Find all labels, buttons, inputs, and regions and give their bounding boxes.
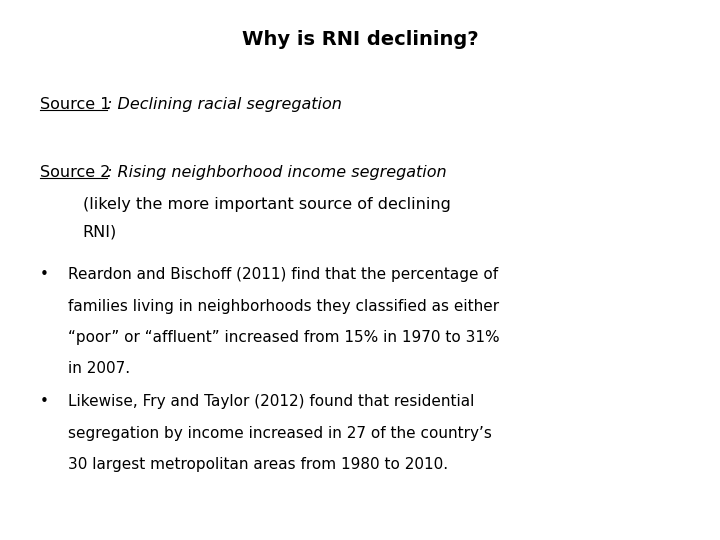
Text: Source 2: Source 2 bbox=[40, 165, 110, 180]
Text: : Rising neighborhood income segregation: : Rising neighborhood income segregation bbox=[107, 165, 446, 180]
Text: in 2007.: in 2007. bbox=[68, 361, 130, 376]
Text: families living in neighborhoods they classified as either: families living in neighborhoods they cl… bbox=[68, 299, 500, 314]
Text: •: • bbox=[40, 267, 48, 282]
Text: : Declining racial segregation: : Declining racial segregation bbox=[107, 97, 341, 112]
Text: Reardon and Bischoff (2011) find that the percentage of: Reardon and Bischoff (2011) find that th… bbox=[68, 267, 498, 282]
Text: “poor” or “affluent” increased from 15% in 1970 to 31%: “poor” or “affluent” increased from 15% … bbox=[68, 330, 500, 345]
Text: Likewise, Fry and Taylor (2012) found that residential: Likewise, Fry and Taylor (2012) found th… bbox=[68, 394, 474, 409]
Text: Why is RNI declining?: Why is RNI declining? bbox=[242, 30, 478, 49]
Text: segregation by income increased in 27 of the country’s: segregation by income increased in 27 of… bbox=[68, 426, 492, 441]
Text: RNI): RNI) bbox=[83, 224, 117, 239]
Text: Source 1: Source 1 bbox=[40, 97, 110, 112]
Text: (likely the more important source of declining: (likely the more important source of dec… bbox=[83, 197, 451, 212]
Text: 30 largest metropolitan areas from 1980 to 2010.: 30 largest metropolitan areas from 1980 … bbox=[68, 457, 449, 472]
Text: •: • bbox=[40, 394, 48, 409]
